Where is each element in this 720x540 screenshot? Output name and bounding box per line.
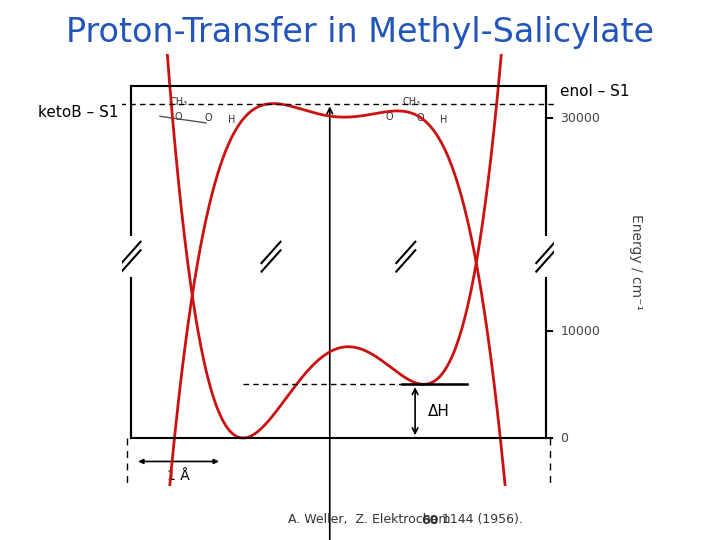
Text: 1 Å: 1 Å xyxy=(167,469,190,483)
Text: 10000: 10000 xyxy=(560,325,600,338)
Text: 30000: 30000 xyxy=(560,111,600,125)
Text: Proton-Transfer in Methyl-Salicylate: Proton-Transfer in Methyl-Salicylate xyxy=(66,16,654,49)
Text: H: H xyxy=(441,116,448,125)
Text: , 1144 (1956).: , 1144 (1956). xyxy=(434,514,523,526)
Text: ketoB – S1: ketoB – S1 xyxy=(37,105,118,120)
Text: O: O xyxy=(174,112,182,122)
Text: A. Weller,  Z. Elektrochem.: A. Weller, Z. Elektrochem. xyxy=(288,514,459,526)
Text: O: O xyxy=(386,112,394,122)
Text: H: H xyxy=(228,116,235,125)
Text: enol – S1: enol – S1 xyxy=(560,84,630,99)
Text: O: O xyxy=(416,113,424,123)
Text: CH₃: CH₃ xyxy=(169,97,188,107)
Text: CH₃: CH₃ xyxy=(402,97,421,107)
Text: Energy / cm⁻¹: Energy / cm⁻¹ xyxy=(629,214,644,310)
Text: ΔH: ΔH xyxy=(428,404,450,418)
Text: 0: 0 xyxy=(560,431,569,444)
Text: O: O xyxy=(204,113,212,123)
Text: 60: 60 xyxy=(421,514,438,526)
